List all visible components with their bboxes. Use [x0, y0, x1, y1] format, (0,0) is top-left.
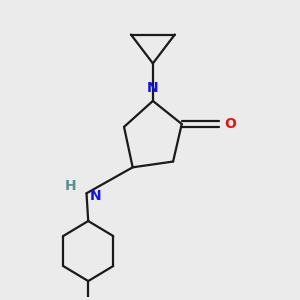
- Text: H: H: [64, 179, 76, 194]
- Text: O: O: [224, 117, 236, 131]
- Text: N: N: [89, 189, 101, 203]
- Text: N: N: [147, 81, 159, 95]
